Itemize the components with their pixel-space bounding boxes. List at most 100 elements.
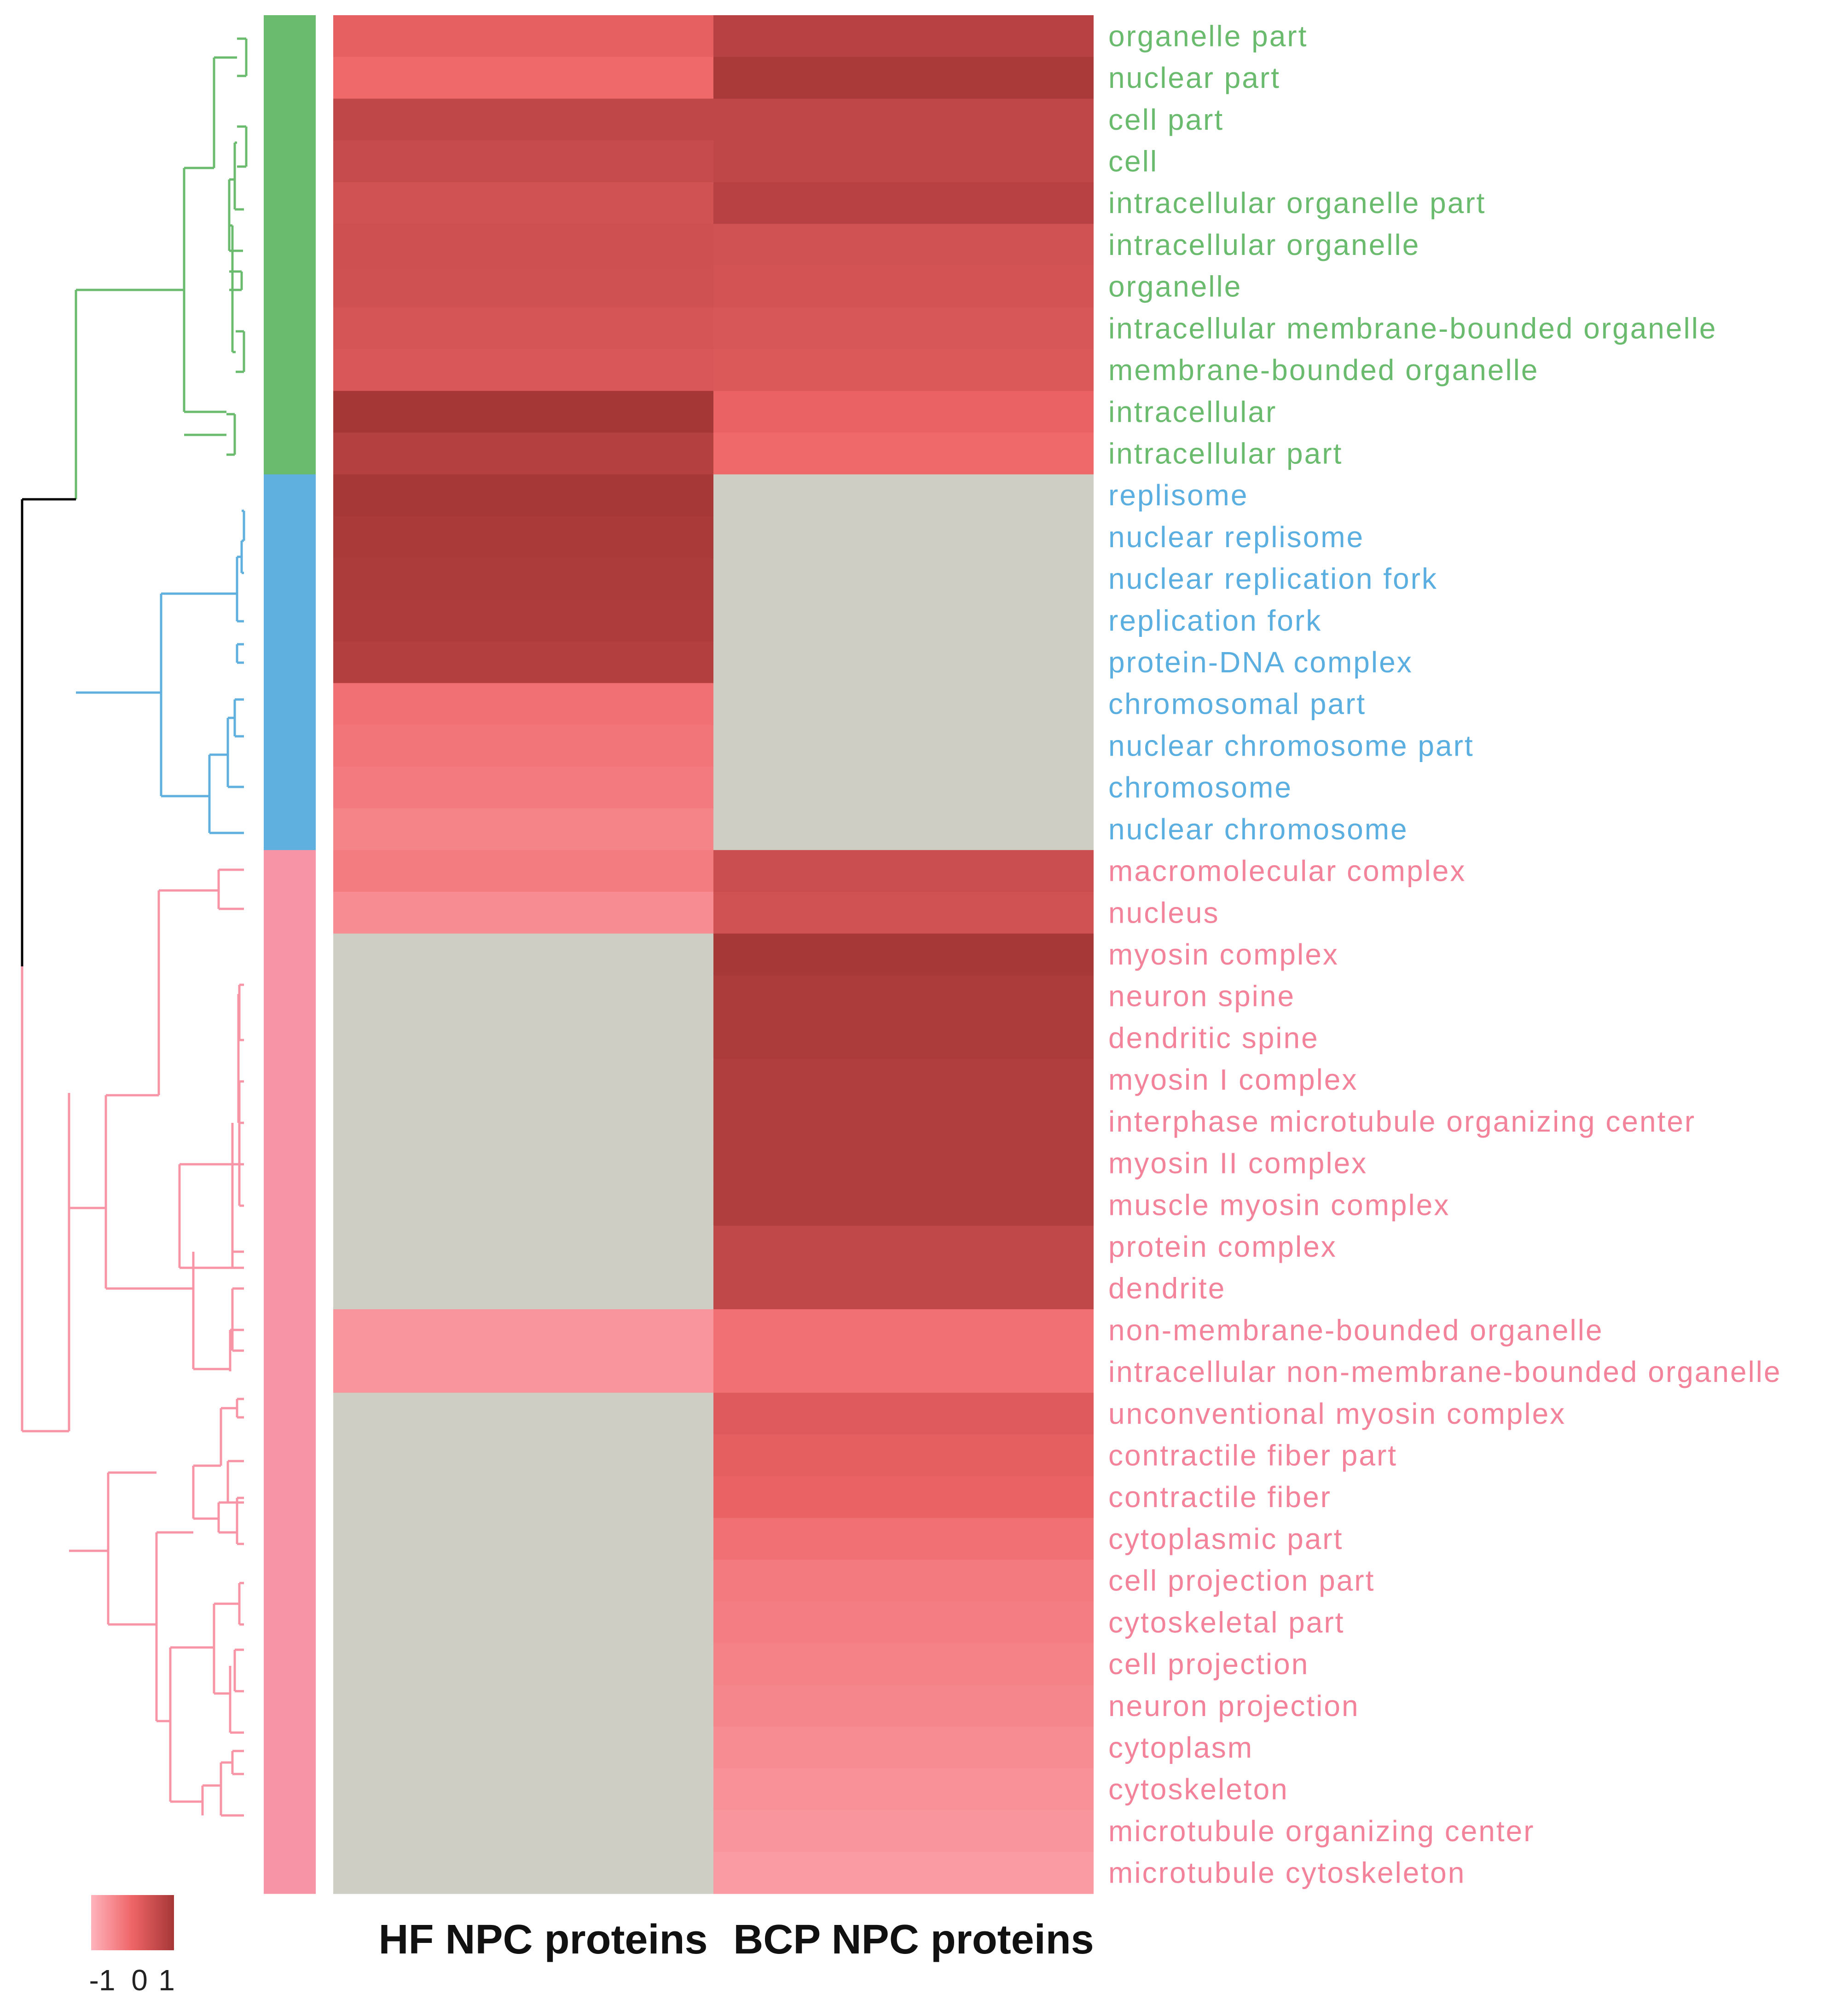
heatmap-cell xyxy=(713,1852,1094,1894)
heatmap-cell xyxy=(333,224,714,266)
row-label: nuclear chromosome part xyxy=(1108,729,1474,762)
row-label: dendritic spine xyxy=(1108,1021,1319,1054)
heatmap-cell xyxy=(333,182,714,225)
row-label: intracellular part xyxy=(1108,437,1343,470)
heatmap-cell xyxy=(333,1643,714,1686)
row-label: myosin I complex xyxy=(1108,1063,1358,1096)
heatmap-cell xyxy=(333,1017,714,1059)
heatmap-cell xyxy=(333,1685,714,1727)
heatmap-cell xyxy=(713,474,1094,517)
heatmap-cell xyxy=(333,891,714,934)
heatmap-cell xyxy=(333,725,714,767)
heatmap-cell xyxy=(333,558,714,600)
column-label-bcp: BCP NPC proteins xyxy=(733,1917,1094,1963)
heatmap-cell xyxy=(333,1768,714,1811)
row-label: microtubule organizing center xyxy=(1108,1815,1535,1848)
heatmap-cell xyxy=(333,975,714,1017)
heatmap-cell xyxy=(713,1476,1094,1519)
heatmap-cell xyxy=(713,1685,1094,1727)
heatmap-cell xyxy=(713,891,1094,934)
row-label: organelle xyxy=(1108,270,1242,303)
heatmap-cell xyxy=(333,1351,714,1393)
heatmap-cell xyxy=(713,725,1094,767)
heatmap-cell xyxy=(713,182,1094,225)
heatmap-cell xyxy=(713,683,1094,725)
heatmap-cell xyxy=(713,766,1094,809)
dendrogram xyxy=(21,37,248,1817)
heatmap-cell xyxy=(713,1518,1094,1560)
heatmap-cell xyxy=(713,808,1094,850)
heatmap-cell xyxy=(713,641,1094,683)
heatmap-cell xyxy=(713,266,1094,308)
heatmap-cell xyxy=(333,599,714,642)
heatmap-cell xyxy=(713,1058,1094,1101)
heatmap-cell xyxy=(713,599,1094,642)
heatmap-cell xyxy=(713,1225,1094,1268)
heatmap-cell xyxy=(333,98,714,141)
row-label: intracellular membrane-bounded organelle xyxy=(1108,312,1717,345)
row-label: myosin complex xyxy=(1108,938,1339,971)
heatmap-cell xyxy=(333,307,714,350)
cluster-bar-cluster-1 xyxy=(264,15,316,475)
heatmap-cell xyxy=(333,683,714,725)
heatmap-cell xyxy=(713,1393,1094,1435)
row-label: cytoskeletal part xyxy=(1108,1606,1344,1639)
heatmap-cell xyxy=(333,1434,714,1477)
heatmap-cell xyxy=(333,1184,714,1226)
dendrogram-cluster-1 xyxy=(75,37,248,499)
row-label: cell part xyxy=(1108,103,1224,136)
row-label: nuclear replisome xyxy=(1108,520,1364,554)
row-label: protein complex xyxy=(1108,1230,1337,1263)
row-label: contractile fiber xyxy=(1108,1480,1332,1514)
heatmap-cell xyxy=(333,933,714,976)
row-label: cell projection xyxy=(1108,1647,1309,1681)
heatmap-cell xyxy=(713,1142,1094,1185)
heatmap-cell xyxy=(333,15,714,58)
row-label: nuclear part xyxy=(1108,61,1280,94)
row-label: nuclear replication fork xyxy=(1108,562,1438,595)
heatmap-cell xyxy=(333,1225,714,1268)
column-label-hf: HF NPC proteins xyxy=(378,1917,707,1963)
heatmap-cell xyxy=(713,433,1094,475)
row-label: replisome xyxy=(1108,479,1248,512)
heatmap-cell xyxy=(333,1560,714,1602)
heatmap-cell xyxy=(333,1309,714,1352)
row-label: intracellular xyxy=(1108,395,1277,428)
heatmap-cell xyxy=(713,558,1094,600)
heatmap-cells xyxy=(333,15,1094,1894)
row-label: intracellular organelle part xyxy=(1108,186,1486,220)
heatmap-cell xyxy=(713,975,1094,1017)
heatmap-cell xyxy=(333,1393,714,1435)
color-scale-gradient xyxy=(91,1895,174,1950)
heatmap-cell xyxy=(713,1184,1094,1226)
heatmap-cell xyxy=(333,266,714,308)
row-label: intracellular non-membrane-bounded organ… xyxy=(1108,1355,1782,1388)
heatmap-cell xyxy=(713,850,1094,892)
legend-tick-mid: 0 xyxy=(131,1964,148,1997)
row-label: organelle part xyxy=(1108,19,1308,52)
heatmap-cell xyxy=(333,1058,714,1101)
heatmap-cell xyxy=(333,1601,714,1644)
heatmap-cell xyxy=(713,349,1094,391)
row-label: nuclear chromosome xyxy=(1108,813,1408,846)
heatmap-cell xyxy=(333,57,714,99)
cluster-bar-cluster-3 xyxy=(264,850,316,1894)
heatmap-cell xyxy=(333,391,714,433)
heatmap-cell xyxy=(333,1142,714,1185)
legend-tick-min: -1 xyxy=(89,1964,116,1997)
heatmap-cell xyxy=(713,1643,1094,1686)
heatmap-cell xyxy=(333,140,714,183)
dendrogram-cluster-3 xyxy=(21,868,244,1817)
heatmap-cell xyxy=(713,224,1094,266)
row-label: myosin II complex xyxy=(1108,1147,1367,1180)
row-label: microtubule cytoskeleton xyxy=(1108,1856,1466,1890)
heatmap-cell xyxy=(333,1852,714,1894)
row-label: interphase microtubule organizing center xyxy=(1108,1105,1696,1138)
heatmap-cell xyxy=(333,808,714,850)
row-label: nucleus xyxy=(1108,896,1220,929)
heatmap-cell xyxy=(713,516,1094,558)
row-label: intracellular organelle xyxy=(1108,228,1420,261)
heatmap-cell xyxy=(713,1309,1094,1352)
heatmap-cell xyxy=(713,98,1094,141)
row-label: replication fork xyxy=(1108,604,1322,637)
